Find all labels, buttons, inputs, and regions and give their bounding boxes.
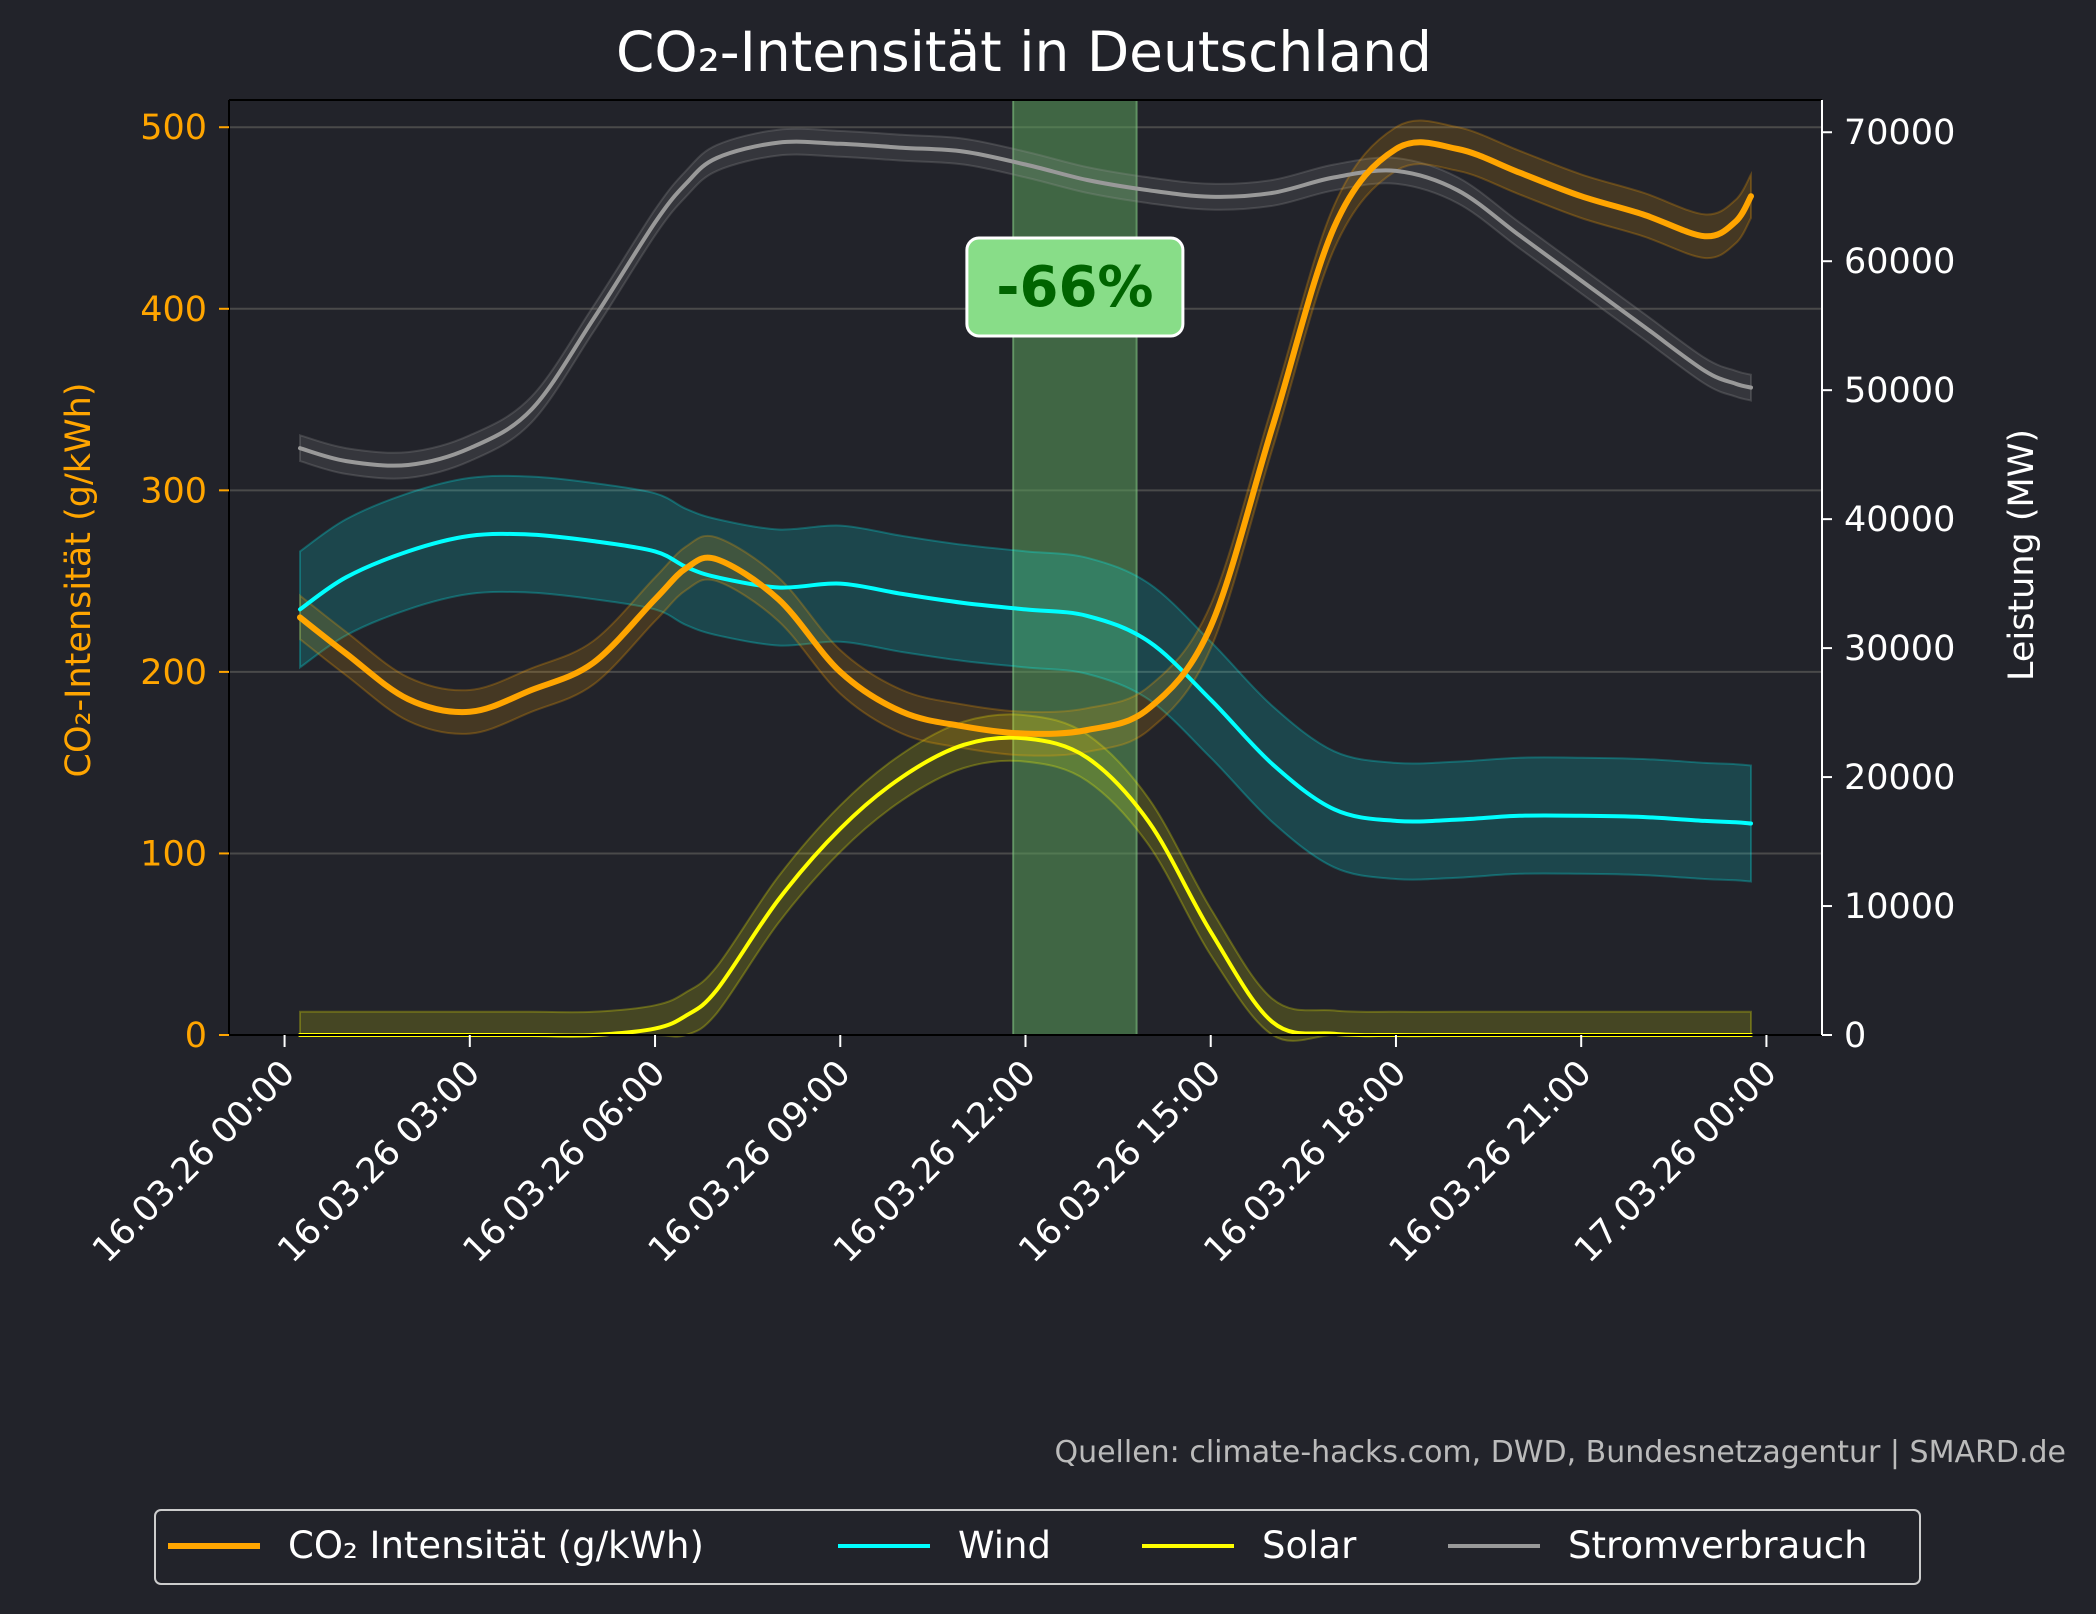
right-tick-label: 50000 — [1844, 371, 1955, 411]
right-axis-label: Leistung (MW) — [2002, 429, 2042, 681]
right-tick-label: 40000 — [1844, 500, 1955, 540]
series-band — [299, 127, 1752, 480]
legend-label: Wind — [958, 1524, 1051, 1567]
left-tick-label: 500 — [140, 108, 207, 148]
source-note: Quellen: climate-hacks.com, DWD, Bundesn… — [1054, 1435, 2066, 1470]
series-line — [297, 139, 1754, 737]
right-tick-label: 10000 — [1844, 887, 1955, 927]
left-tick-label: 200 — [140, 653, 207, 693]
left-tick-label: 300 — [140, 471, 207, 511]
left-tick-label: 100 — [140, 834, 207, 874]
right-tick-label: 70000 — [1844, 113, 1955, 153]
right-tick-label: 0 — [1844, 1016, 1866, 1056]
reduction-label: -66% — [996, 255, 1153, 320]
right-tick-label: 30000 — [1844, 629, 1955, 669]
left-axis-label: CO₂-Intensität (g/kWh) — [59, 383, 99, 778]
left-tick-label: 0 — [185, 1016, 207, 1056]
left-tick-label: 400 — [140, 290, 207, 330]
legend: CO₂ Intensität (g/kWh) Wind Solar Stromverb… — [154, 1509, 1921, 1585]
reduction-badge — [965, 236, 1185, 338]
series-band — [299, 474, 1752, 883]
reduction-annotation: -66% — [965, 236, 1185, 338]
series-line — [298, 531, 1753, 826]
legend-box — [154, 1509, 1921, 1585]
chart-title: CO₂-Intensität in Deutschland — [616, 20, 1432, 84]
legend-label: Solar — [1262, 1524, 1357, 1567]
right-tick-label: 20000 — [1844, 758, 1955, 798]
series-line — [298, 139, 1753, 468]
legend-label: CO₂ Intensität (g/kWh) — [288, 1524, 704, 1567]
right-tick-label: 60000 — [1844, 242, 1955, 282]
legend-label: Stromverbrauch — [1568, 1524, 1868, 1567]
